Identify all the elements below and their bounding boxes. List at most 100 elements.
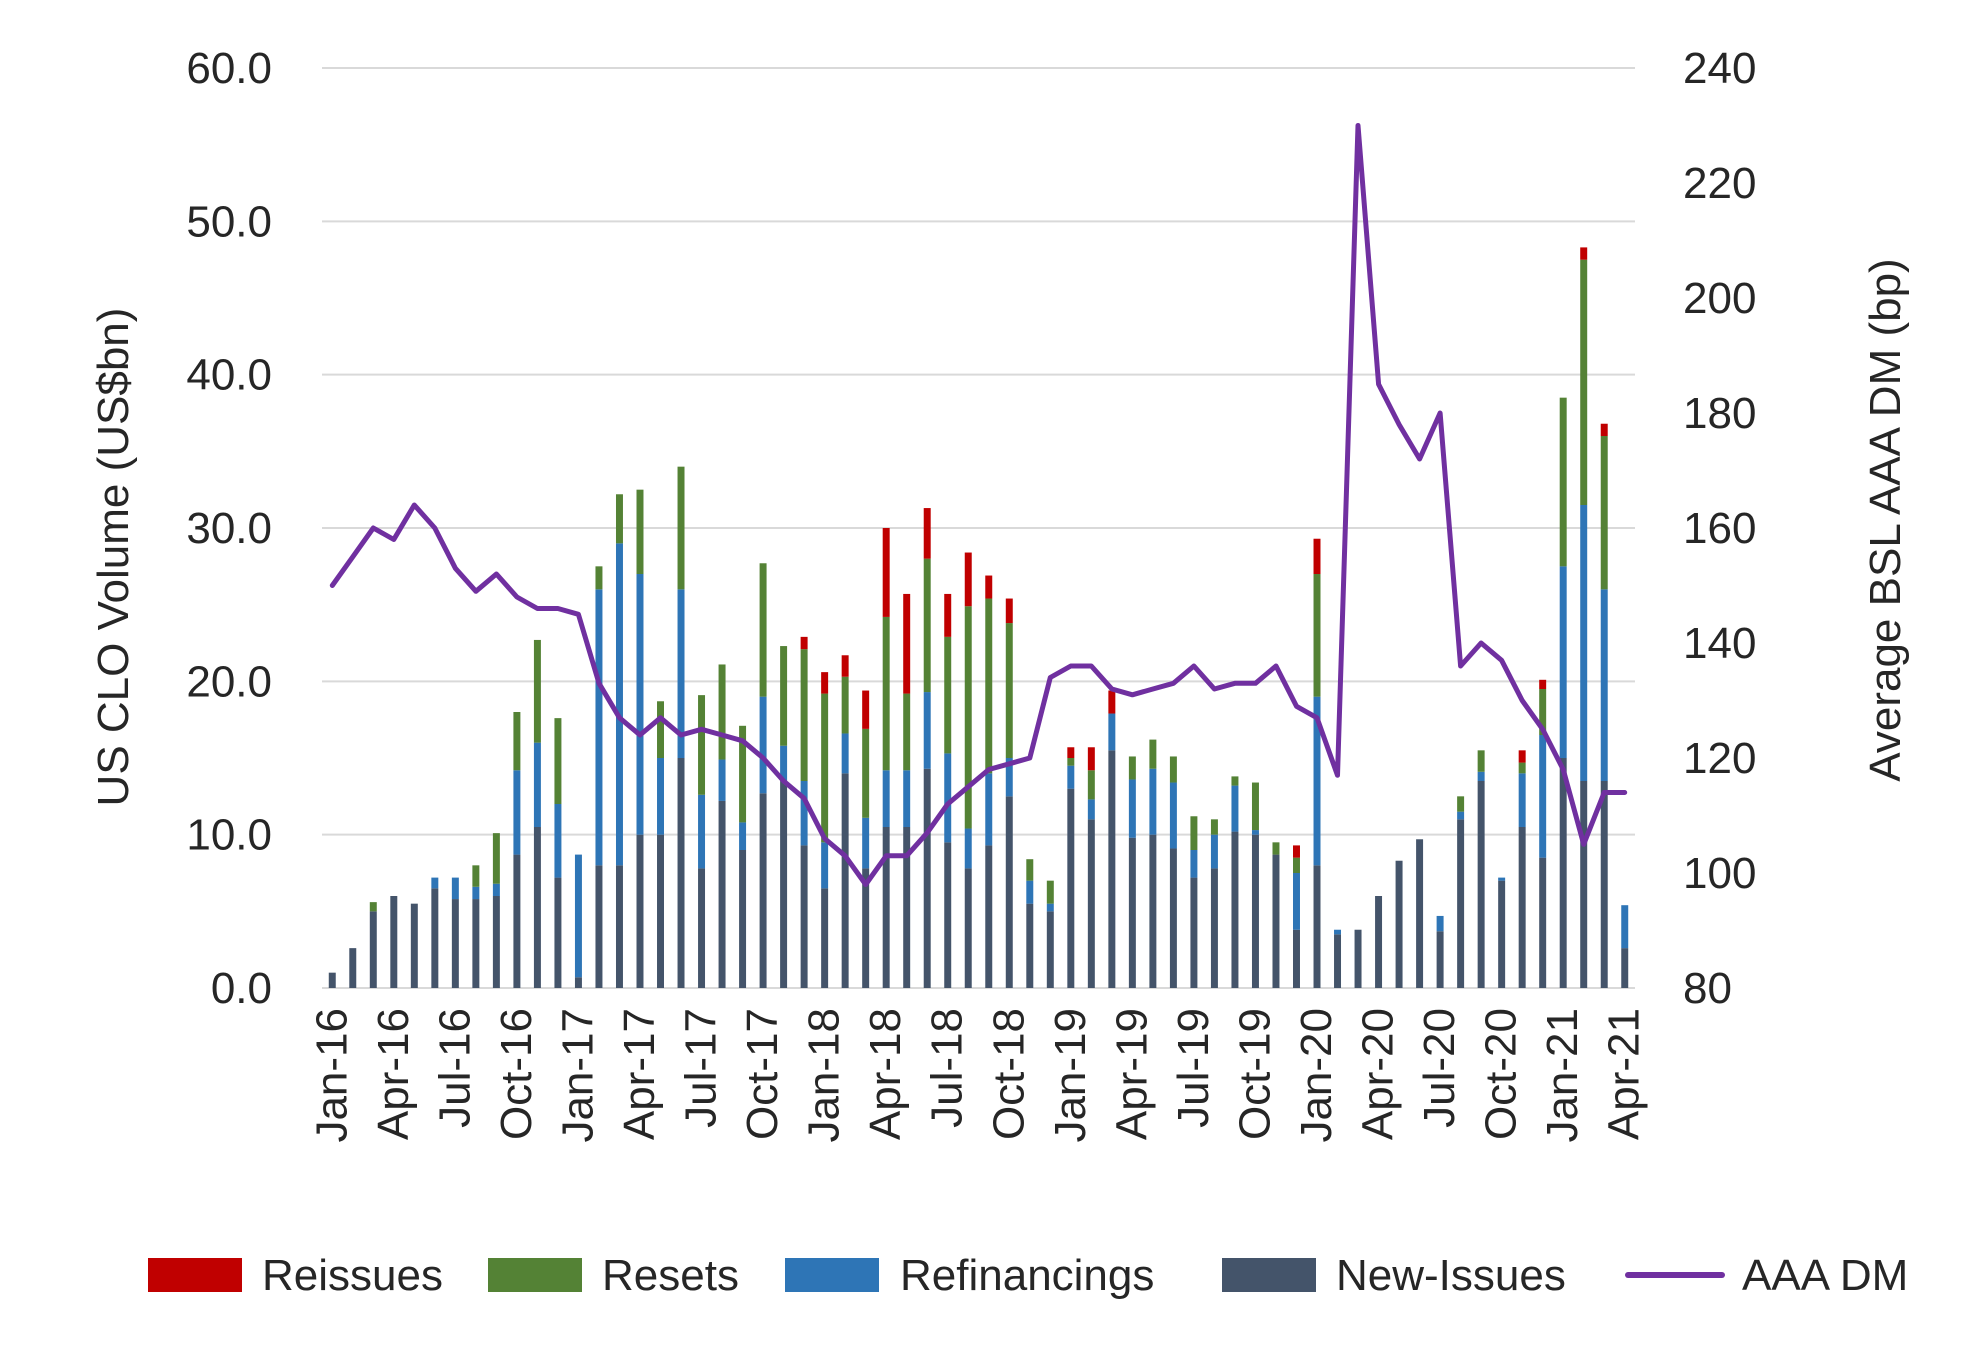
left-tick-label: 40.0 [186, 351, 272, 400]
bar-resets-apr-18 [882, 616, 890, 771]
bar-reissues-dec-20 [1539, 679, 1547, 689]
bar-new-issues-apr-21 [1621, 948, 1629, 988]
x-tick-label: Jul-16 [430, 1008, 479, 1128]
bar-new-issues-may-17 [657, 834, 664, 988]
bar-reissues-oct-18 [1005, 598, 1013, 624]
bar-refinancings-oct-18 [1005, 758, 1013, 797]
bar-new-issues-dec-18 [1046, 911, 1054, 988]
bar-new-issues-oct-19 [1251, 834, 1259, 988]
bar-new-issues-aug-18 [964, 868, 972, 988]
bar-refinancings-feb-17 [595, 589, 603, 866]
x-tick-label: Oct-17 [738, 1008, 787, 1140]
bar-new-issues-jun-18 [923, 768, 931, 988]
bar-new-issues-nov-19 [1272, 854, 1280, 988]
bar-refinancings-aug-18 [964, 828, 972, 869]
bar-refinancings-aug-19 [1210, 834, 1218, 869]
bar-refinancings-mar-21 [1600, 589, 1608, 781]
bar-resets-feb-17 [595, 566, 603, 590]
bar-new-issues-apr-18 [882, 827, 890, 988]
bar-new-issues-sep-19 [1231, 831, 1239, 988]
legend-label-resets: Resets [602, 1251, 739, 1300]
bar-resets-jul-19 [1190, 816, 1198, 850]
bar-reissues-sep-18 [985, 575, 993, 599]
bar-resets-oct-16 [513, 712, 521, 771]
bar-refinancings-sep-18 [985, 773, 993, 846]
bar-new-issues-jul-19 [1190, 877, 1198, 988]
bar-resets-oct-18 [1005, 623, 1013, 758]
bar-new-issues-mar-18 [862, 868, 870, 988]
bar-new-issues-sep-17 [739, 850, 747, 988]
bar-resets-mar-21 [1600, 436, 1608, 590]
bar-resets-feb-19 [1087, 770, 1095, 800]
bar-new-issues-aug-17 [718, 800, 726, 988]
left-tick-label: 0.0 [211, 964, 272, 1013]
bar-reissues-mar-21 [1600, 423, 1608, 436]
bar-resets-jan-18 [821, 693, 829, 843]
bar-resets-jan-19 [1067, 758, 1075, 766]
bar-resets-nov-16 [533, 639, 541, 743]
bar-reissues-dec-19 [1293, 845, 1300, 858]
bar-resets-nov-17 [780, 646, 788, 746]
bar-new-issues-may-16 [410, 903, 418, 988]
legend-label-new-issues: New-Issues [1336, 1251, 1566, 1300]
bar-new-issues-sep-18 [985, 845, 993, 988]
bar-new-issues-mar-20 [1354, 929, 1362, 988]
left-y-axis: 0.0 10.0 20.0 30.0 40.0 50.0 60.0 [186, 44, 272, 1013]
bar-new-issues-feb-18 [841, 773, 849, 988]
bar-resets-mar-17 [615, 494, 623, 544]
bar-new-issues-nov-16 [533, 827, 541, 988]
x-tick-label: Jan-20 [1292, 1008, 1341, 1143]
bar-resets-apr-19 [1128, 756, 1136, 780]
bar-new-issues-oct-17 [759, 793, 767, 988]
legend-label-reissues: Reissues [262, 1251, 443, 1300]
bar-new-issues-aug-20 [1457, 819, 1465, 988]
bar-refinancings-feb-20 [1334, 929, 1342, 935]
right-axis-title: Average BSL AAA DM (bp) [1861, 258, 1910, 781]
bar-resets-jun-19 [1169, 756, 1177, 783]
bar-refinancings-nov-16 [533, 742, 541, 827]
bar-resets-feb-21 [1580, 259, 1588, 505]
bar-reissues-dec-17 [800, 636, 808, 650]
left-tick-label: 60.0 [186, 44, 272, 93]
bar-new-issues-apr-17 [636, 834, 644, 988]
x-axis: Jan-16 Apr-16 Jul-16 Oct-16 Jan-17 Apr-17 Jul-… [307, 1008, 1648, 1143]
bar-reissues-mar-19 [1108, 690, 1116, 714]
bar-refinancings-dec-16 [554, 804, 562, 878]
bar-refinancings-sep-16 [492, 883, 500, 896]
bar-refinancings-apr-21 [1621, 905, 1629, 949]
bar-new-issues-jul-18 [944, 842, 952, 988]
bar-new-issues-feb-16 [349, 948, 357, 988]
bar-refinancings-jul-18 [944, 753, 952, 843]
bar-reissues-feb-18 [841, 655, 849, 677]
bar-new-issues-apr-20 [1375, 896, 1383, 988]
bar-resets-feb-18 [841, 676, 849, 734]
bar-refinancings-feb-19 [1087, 799, 1095, 820]
bar-resets-sep-20 [1477, 750, 1485, 772]
bar-resets-jul-17 [698, 695, 706, 795]
bar-refinancings-nov-20 [1518, 773, 1526, 827]
bar-refinancings-jul-19 [1190, 850, 1198, 878]
x-tick-label: Jan-17 [553, 1008, 602, 1143]
bar-new-issues-sep-16 [492, 896, 500, 988]
x-tick-label: Apr-18 [861, 1008, 910, 1140]
aaa-dm-line [329, 123, 1628, 887]
bar-reissues-jun-18 [923, 508, 931, 559]
right-tick-label: 80 [1683, 964, 1732, 1013]
bar-refinancings-dec-18 [1046, 903, 1054, 912]
right-tick-label: 160 [1683, 504, 1756, 553]
bar-refinancings-oct-20 [1498, 877, 1506, 881]
legend-swatch-resets [488, 1258, 582, 1292]
left-axis-title: US CLO Volume (US$bn) [89, 308, 138, 807]
right-tick-label: 240 [1683, 44, 1756, 93]
bar-resets-mar-18 [862, 728, 870, 818]
bar-reissues-mar-18 [862, 690, 870, 729]
bar-new-issues-jun-16 [431, 888, 439, 988]
bar-new-issues-dec-17 [800, 845, 808, 988]
left-tick-label: 30.0 [186, 504, 272, 553]
bar-refinancings-oct-19 [1251, 830, 1259, 835]
right-tick-label: 220 [1683, 159, 1756, 208]
x-tick-label: Jan-21 [1538, 1008, 1587, 1143]
bar-refinancings-jan-20 [1313, 696, 1321, 866]
x-tick-label: Apr-17 [615, 1008, 664, 1140]
